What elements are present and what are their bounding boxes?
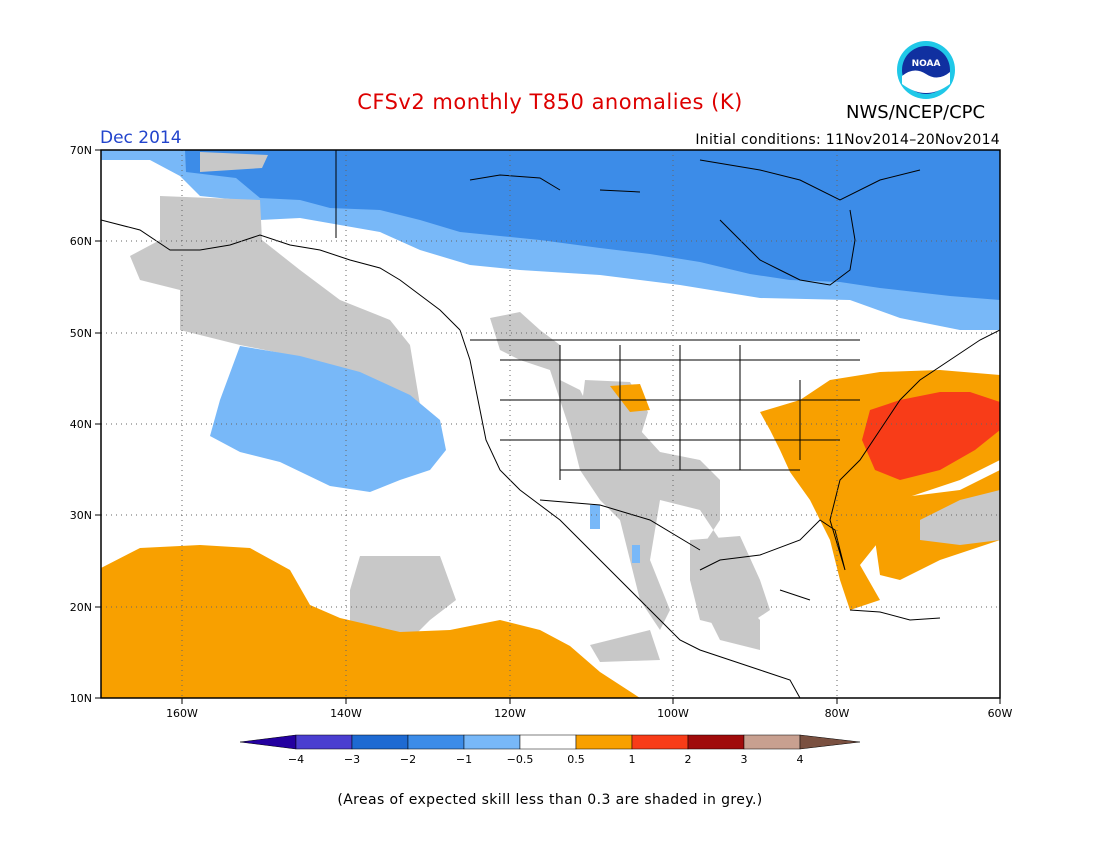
lat-tick-label: 40N [70, 418, 92, 431]
noaa-logo: NOAA [896, 40, 956, 100]
logo-text: NOAA [912, 59, 941, 69]
lon-tick-label: 140W [330, 707, 362, 720]
legend-label: −3 [344, 753, 360, 766]
agency-label: NWS/NCEP/CPC [846, 102, 986, 123]
legend-label: 3 [741, 753, 748, 766]
us-states-grid [500, 345, 860, 480]
gulf-coast [699, 329, 1000, 571]
grey-west [490, 312, 760, 650]
legend-colorbar [239, 734, 861, 750]
legend-labels: −4 −3 −2 −1 −0.5 0.5 1 2 3 4 [288, 753, 804, 766]
alaska-coast [101, 219, 461, 331]
lat-labels: 10N 20N 30N 40N 50N 60N 70N [70, 144, 92, 705]
grey-baja [590, 630, 660, 662]
blue-spot-2 [632, 545, 640, 563]
legend-swatch [463, 734, 521, 750]
legend-swatch-min [239, 734, 297, 750]
lon-tick-label: 160W [166, 707, 198, 720]
grey-alaska-top [200, 152, 268, 172]
lat-tick-label: 10N [70, 692, 92, 705]
initial-conditions: Initial conditions: 11Nov2014–20Nov2014 [695, 132, 1000, 148]
legend-swatch [631, 734, 689, 750]
legend-label: 4 [797, 753, 804, 766]
legend-label: −0.5 [507, 753, 534, 766]
hudson-bay [719, 209, 856, 286]
legend-label: −1 [456, 753, 472, 766]
lat-tick-label: 60N [70, 235, 92, 248]
mexico-border [539, 499, 701, 551]
lon-labels: 160W 140W 120W 100W 80W 60W [166, 707, 1012, 720]
legend-swatch [743, 734, 801, 750]
legend-swatch-max [799, 734, 861, 750]
grey-mexico [690, 536, 770, 630]
lon-tick-label: 60W [988, 707, 1013, 720]
legend-label: 0.5 [567, 753, 585, 766]
tick-marks [95, 149, 1001, 704]
legend-swatch [295, 734, 353, 750]
page-title: CFSv2 monthly T850 anomalies (K) [357, 90, 743, 114]
legend-label: 1 [629, 753, 636, 766]
blue-light-pacific [210, 346, 446, 492]
legend-swatch [519, 734, 577, 750]
footnote: (Areas of expected skill less than 0.3 a… [337, 792, 763, 808]
lat-tick-label: 30N [70, 509, 92, 522]
arctic-islands [469, 159, 921, 201]
lon-tick-label: 100W [657, 707, 689, 720]
valid-month: Dec 2014 [100, 128, 182, 148]
coastline-layer [101, 150, 1000, 698]
lat-tick-label: 50N [70, 327, 92, 340]
legend-label: −2 [400, 753, 416, 766]
legend-swatch [687, 734, 745, 750]
lon-tick-label: 80W [825, 707, 850, 720]
lat-tick-label: 70N [70, 144, 92, 157]
legend-swatch [407, 734, 465, 750]
caribbean [779, 589, 941, 621]
red-orange-east [862, 392, 1000, 480]
legend-swatch [351, 734, 409, 750]
lon-tick-label: 120W [494, 707, 526, 720]
grey-pacific-south [350, 556, 456, 650]
grey-atlantic [920, 490, 1000, 545]
legend-label: −4 [288, 753, 304, 766]
blue-spot-1 [590, 505, 600, 529]
west-coast [459, 329, 801, 698]
orange-pacific [101, 545, 640, 698]
legend-swatch [575, 734, 633, 750]
shading-layer [101, 150, 1000, 698]
legend-label: 2 [685, 753, 692, 766]
blue-mid-north [185, 150, 1000, 300]
lat-tick-label: 20N [70, 601, 92, 614]
